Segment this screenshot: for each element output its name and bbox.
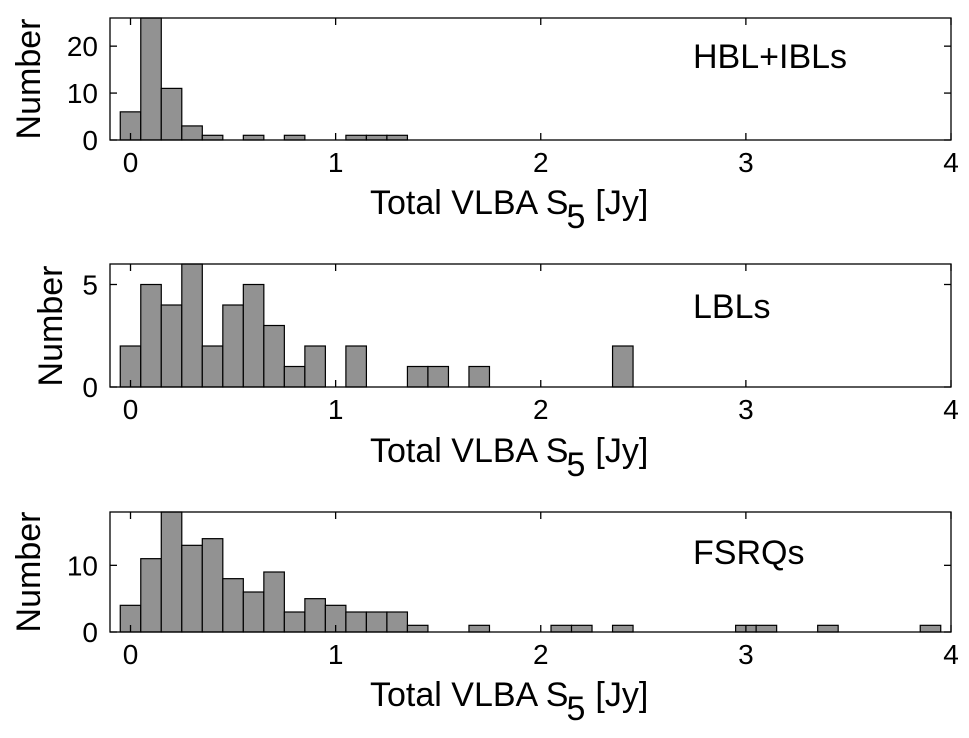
- panel-lbls-x-axis-label: Total VLBA S5 [Jy]: [370, 432, 648, 484]
- histogram-bar: [283, 134, 306, 141]
- x-tick-label: 1: [328, 394, 344, 425]
- x-tick-label: 0: [123, 147, 139, 178]
- histogram-bar: [242, 591, 265, 633]
- x-tick-label: 2: [533, 394, 549, 425]
- histogram-bar: [201, 345, 224, 388]
- histogram-bar: [304, 345, 326, 388]
- histogram-bar: [181, 125, 203, 141]
- histogram-bar: [386, 134, 409, 141]
- y-tick-label: 0: [82, 125, 98, 156]
- panel-lbls-x-axis-label-main: Total VLBA S: [370, 432, 568, 470]
- histogram-bar: [283, 365, 306, 388]
- panel-lbls-frame: [109, 263, 952, 388]
- panel-hbl-ibls-x-axis-label-unit: [Jy]: [595, 184, 648, 222]
- histogram-bar: [242, 134, 265, 141]
- histogram-bar: [550, 624, 573, 633]
- x-tick-label: 3: [738, 394, 754, 425]
- panel-fsrqs-ticks: [110, 512, 952, 633]
- histogram-bar: [406, 365, 429, 388]
- panel-hbl-ibls-y-axis-label: Number: [10, 19, 48, 140]
- panel-fsrqs: 0 1 2 3 4 0 10 FSRQs Number Total VLBA S5 [Jy]: [10, 511, 959, 728]
- panel-lbls-ticks: [110, 264, 952, 388]
- histogram-bar: [222, 578, 244, 633]
- histogram-bar: [468, 365, 491, 388]
- histogram-bar: [386, 611, 409, 633]
- x-tick-label: 2: [533, 147, 549, 178]
- panel-lbls: 0 1 2 3 405 LBLs Number Total VLBA S5 [Jy]: [32, 263, 959, 484]
- histogram-bar: [263, 571, 285, 633]
- y-tick-label: 0: [82, 617, 98, 648]
- y-tick-label: 5: [82, 270, 98, 301]
- panel-fsrqs-x-axis-label: Total VLBA S5 [Jy]: [370, 676, 648, 728]
- histogram-bar: [406, 624, 429, 633]
- panel-hbl-ibls-x-axis-label: Total VLBA S5 [Jy]: [370, 184, 648, 236]
- histogram-bar: [160, 304, 183, 388]
- x-tick-label: 4: [943, 147, 959, 178]
- panel-hbl-ibls-ticks: [110, 18, 952, 141]
- x-tick-label: 4: [943, 639, 959, 670]
- histogram-bar: [140, 558, 162, 633]
- histogram-bar: [201, 538, 224, 633]
- histogram-bar: [611, 345, 634, 388]
- panel-fsrqs-bars: [119, 511, 942, 633]
- panel-fsrqs-x-axis-label-main: Total VLBA S: [370, 676, 568, 714]
- panel-lbls-x-axis-label-subscript: 5: [566, 446, 585, 484]
- panel-hbl-ibls-tick-labels: 0 1 2 3 4 0 10 20: [67, 31, 959, 178]
- histogram-bar: [345, 134, 368, 141]
- histogram-bar: [345, 611, 368, 633]
- panel-fsrqs-y-axis-label: Number: [10, 512, 48, 633]
- y-tick-label: 10: [67, 550, 98, 581]
- panel-fsrqs-legend: FSRQs: [693, 534, 804, 572]
- histogram-bar: [611, 624, 634, 633]
- panel-fsrqs-x-axis-label-unit: [Jy]: [595, 676, 648, 714]
- histogram-bar: [468, 624, 491, 633]
- panel-lbls-bars: [119, 263, 634, 388]
- histogram-bar: [160, 87, 183, 141]
- panel-lbls-x-axis-label-unit: [Jy]: [595, 432, 648, 470]
- histogram-bar: [817, 624, 839, 633]
- x-tick-label: 0: [123, 394, 139, 425]
- x-tick-label: 4: [943, 394, 959, 425]
- histogram-bar: [365, 134, 388, 141]
- x-tick-label: 3: [738, 147, 754, 178]
- histogram-bar: [427, 365, 450, 388]
- y-tick-label: 10: [67, 78, 98, 109]
- panel-lbls-legend: LBLs: [693, 288, 771, 326]
- panel-fsrqs-tick-labels: 0 1 2 3 4 0 10: [67, 550, 959, 670]
- histogram-bar: [160, 511, 183, 633]
- histogram-bar: [755, 624, 778, 633]
- histogram-bar: [263, 324, 285, 388]
- histogram-bar: [345, 345, 368, 388]
- panel-fsrqs-frame: [109, 511, 952, 633]
- panel-lbls-y-axis-label: Number: [32, 266, 70, 387]
- histogram-bar: [283, 611, 306, 633]
- x-tick-label: 1: [328, 147, 344, 178]
- x-tick-label: 1: [328, 639, 344, 670]
- panel-hbl-ibls: 0 1 2 3 4 0 10 20 HBL+IBLs Number Total VLBA S5…: [10, 17, 959, 236]
- panel-hbl-ibls-x-axis-label-subscript: 5: [566, 198, 585, 236]
- histogram-bar: [140, 17, 162, 141]
- histogram-bar: [181, 263, 203, 388]
- panel-lbls-tick-labels: 0 1 2 3 4 0 5: [82, 270, 958, 426]
- histogram-bar: [222, 304, 244, 388]
- y-tick-label: 20: [67, 31, 98, 62]
- x-tick-label: 0: [123, 639, 139, 670]
- histogram-bar: [365, 611, 388, 633]
- panel-hbl-ibls-frame: [109, 17, 952, 141]
- histogram-bar: [242, 283, 265, 388]
- histogram-bar: [919, 624, 942, 633]
- panel-hbl-ibls-x-axis-label-main: Total VLBA S: [370, 184, 568, 222]
- histogram-bar: [304, 598, 326, 633]
- histogram-bar: [140, 283, 162, 388]
- x-tick-label: 2: [533, 639, 549, 670]
- histogram-bar: [570, 624, 593, 633]
- panel-fsrqs-x-axis-label-subscript: 5: [566, 690, 585, 728]
- panel-hbl-ibls-bars: [119, 17, 409, 141]
- histogram-bar: [181, 544, 203, 633]
- panel-hbl-ibls-legend: HBL+IBLs: [693, 38, 847, 76]
- histogram-bar: [201, 134, 224, 141]
- y-tick-label: 0: [82, 372, 98, 403]
- x-tick-label: 3: [738, 639, 754, 670]
